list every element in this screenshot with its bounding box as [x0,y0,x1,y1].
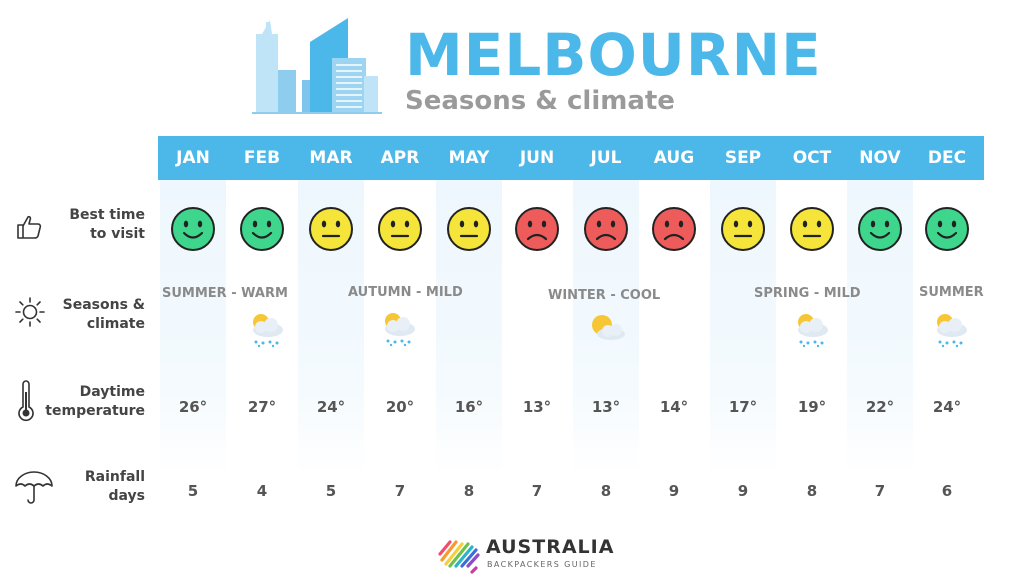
sun-cloud-rain-icon [798,314,828,348]
best-time-label: Best time to visit [10,206,145,244]
month-dec: DEC [927,148,967,168]
rainfall-label: Rainfall days [10,468,145,506]
neutral-face-icon [309,207,353,251]
neutral-face-icon [790,207,834,251]
month-mar: MAR [309,148,353,168]
page-subtitle: Seasons & climate [405,86,675,116]
brand-tagline: BACKPACKERS GUIDE [487,560,597,569]
season-autumn-mild: AUTUMN - MILD [348,285,463,300]
neutral-face-icon [721,207,765,251]
sun-cloud-rain-icon [937,314,967,348]
rainfall-apr: 7 [394,482,406,500]
temperature-jun: 13° [522,398,552,416]
temperature-jul: 13° [591,398,621,416]
temperature-sep: 17° [728,398,758,416]
sun-cloud-rain-icon [253,314,283,348]
seasons-label: Seasons & climate [10,296,145,334]
temperature-label-line2: temperature [45,403,145,419]
temperature-aug: 14° [659,398,689,416]
month-may: MAY [448,148,490,168]
month-oct: OCT [792,148,832,168]
rainfall-dec: 6 [941,482,953,500]
month-apr: APR [380,148,420,168]
month-sep: SEP [724,148,762,168]
rainfall-may: 8 [463,482,475,500]
month-nov: NOV [859,148,901,168]
rainfall-oct: 8 [806,482,818,500]
temperature-feb: 27° [247,398,277,416]
temperature-label-line1: Daytime [79,384,145,400]
temperature-nov: 22° [865,398,895,416]
best-time-label-line2: to visit [90,226,145,242]
season-winter-cool: WINTER - COOL [548,288,661,303]
best-time-label-line1: Best time [69,207,145,223]
temperature-label: Daytime temperature [10,383,145,421]
month-aug: AUG [653,148,695,168]
season-spring-mild: SPRING - MILD [754,286,861,301]
rainfall-label-line2: days [108,488,146,504]
rainfall-jan: 5 [187,482,199,500]
brand-name: AUSTRALIA [486,536,615,558]
sad-face-icon [584,207,628,251]
month-header-bar [158,136,984,180]
happy-face-icon [171,207,215,251]
temperature-mar: 24° [316,398,346,416]
month-feb: FEB [243,148,281,168]
thumbs-up-icon [17,215,42,239]
happy-face-icon [240,207,284,251]
month-jul: JUL [590,148,622,168]
seasons-label-line1: Seasons & [62,297,145,313]
umbrella-icon [15,471,53,504]
rainfall-aug: 9 [668,482,680,500]
australia-map-logo-icon [438,540,480,574]
rainfall-nov: 7 [874,482,886,500]
neutral-face-icon [378,207,422,251]
happy-face-icon [925,207,969,251]
rainfall-jul: 8 [600,482,612,500]
rainfall-mar: 5 [325,482,337,500]
month-jan: JAN [176,148,210,168]
sun-cloud-rain-icon [385,313,415,347]
thermometer-icon [18,380,34,422]
neutral-face-icon [447,207,491,251]
temperature-may: 16° [454,398,484,416]
rainfall-label-line1: Rainfall [84,469,145,485]
temperature-dec: 24° [932,398,962,416]
sad-face-icon [652,207,696,251]
sad-face-icon [515,207,559,251]
page-title: MELBOURNE [405,21,822,89]
temperature-oct: 19° [797,398,827,416]
city-skyline-icon [252,18,382,114]
happy-face-icon [858,207,902,251]
seasons-label-line2: climate [86,316,145,332]
sun-icon [15,297,45,327]
rainfall-jun: 7 [531,482,543,500]
season-summer: SUMMER [919,285,984,300]
rainfall-sep: 9 [737,482,749,500]
temperature-apr: 20° [385,398,415,416]
temperature-jan: 26° [178,398,208,416]
sun-cloud-icon [592,315,625,340]
season-summer-warm: SUMMER - WARM [162,286,288,301]
rainfall-feb: 4 [256,482,268,500]
month-jun: JUN [519,148,555,168]
